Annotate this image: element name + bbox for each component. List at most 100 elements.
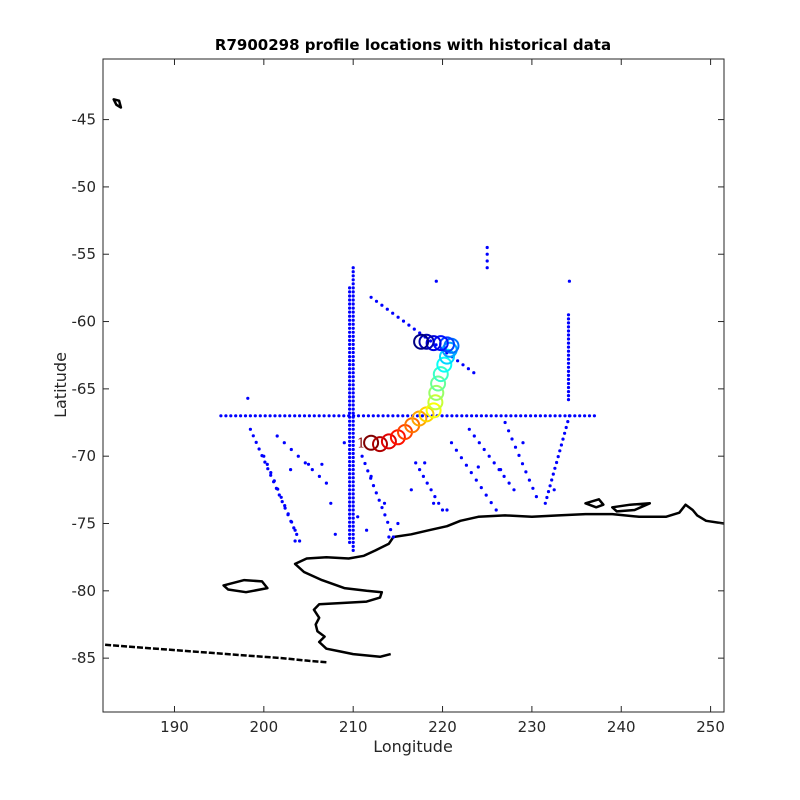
historical-point (348, 508, 352, 512)
historical-point (351, 415, 355, 419)
historical-point (566, 369, 571, 373)
historical-point (521, 441, 525, 445)
historical-point (312, 414, 316, 418)
y-tick-label: -80 (72, 582, 97, 600)
historical-point (531, 486, 535, 490)
historical-point (351, 532, 355, 536)
historical-point (360, 454, 364, 458)
historical-point (348, 379, 352, 383)
historical-point (348, 334, 352, 338)
historical-point (348, 468, 352, 472)
historical-point (371, 414, 375, 418)
historical-point (348, 484, 352, 488)
historical-point (351, 544, 355, 549)
float-profile-marker (413, 333, 430, 350)
historical-point (517, 453, 521, 457)
historical-point (351, 294, 355, 298)
historical-point (472, 371, 476, 375)
historical-point (351, 447, 355, 452)
historical-point (566, 345, 571, 349)
historical-point (382, 501, 387, 505)
historical-point (507, 429, 511, 433)
historical-point (566, 365, 571, 369)
historical-point (348, 460, 352, 464)
historical-point (351, 266, 355, 270)
historical-point (351, 512, 355, 516)
historical-point (445, 414, 449, 418)
historical-point (348, 512, 352, 516)
historical-point (414, 461, 418, 465)
historical-point (440, 414, 444, 418)
historical-point (348, 318, 352, 322)
historical-point (342, 441, 346, 445)
historical-point (374, 491, 378, 495)
historical-point (566, 420, 570, 424)
historical-point (470, 414, 474, 418)
historical-point (351, 500, 355, 504)
historical-point (351, 403, 355, 407)
float-profile-marker (380, 433, 397, 450)
historical-point (253, 414, 257, 418)
historical-point (348, 500, 352, 504)
historical-point (348, 451, 352, 456)
historical-point (348, 411, 352, 415)
historical-point (361, 414, 366, 418)
historical-point (485, 259, 489, 263)
historical-point (283, 506, 287, 510)
historical-point (351, 270, 355, 274)
historical-point (474, 478, 478, 482)
historical-point (348, 383, 352, 387)
historical-point (239, 414, 243, 418)
historical-point (351, 318, 355, 322)
historical-point (514, 414, 518, 418)
historical-point (351, 346, 355, 351)
historical-point (455, 414, 459, 418)
historical-point (278, 414, 282, 418)
historical-point (558, 414, 562, 418)
coastline-island (222, 578, 269, 594)
historical-point (440, 508, 445, 512)
historical-point (246, 396, 250, 400)
historical-point (563, 414, 567, 418)
historical-point (377, 498, 381, 502)
historical-point (310, 468, 314, 472)
historical-point (351, 371, 355, 375)
historical-point (386, 520, 390, 524)
historical-point (564, 425, 568, 430)
y-tick-label: -85 (72, 649, 97, 667)
historical-point (363, 461, 367, 466)
historical-point (348, 395, 352, 399)
historical-point (519, 414, 523, 418)
historical-point (391, 311, 395, 315)
historical-point (348, 310, 352, 314)
historical-point (461, 363, 465, 367)
x-tick-label: 190 (160, 718, 189, 736)
float-profile-marker (418, 333, 435, 350)
float-profile-marker (425, 335, 442, 352)
historical-point (329, 501, 333, 505)
historical-point (592, 414, 597, 418)
historical-point (283, 414, 287, 418)
x-axis-ticks: 190 200 210 220 230 240 250 (160, 59, 725, 736)
historical-point (351, 443, 355, 447)
historical-point (449, 441, 454, 445)
historical-point (407, 323, 411, 327)
historical-point (317, 474, 321, 478)
historical-point (351, 460, 355, 464)
historical-point (342, 414, 346, 418)
historical-point (351, 359, 355, 363)
historical-point (277, 493, 281, 497)
historical-point (348, 536, 352, 540)
historical-point (383, 513, 387, 517)
historical-point (348, 528, 352, 532)
historical-point (348, 330, 352, 334)
historical-point (290, 520, 294, 524)
historical-point (348, 387, 352, 391)
historical-point (248, 427, 252, 431)
historical-point (298, 539, 302, 543)
historical-point (332, 414, 336, 418)
y-tick-label: -60 (72, 313, 97, 331)
historical-point (512, 488, 516, 492)
historical-point (396, 414, 400, 418)
historical-point (293, 414, 297, 418)
